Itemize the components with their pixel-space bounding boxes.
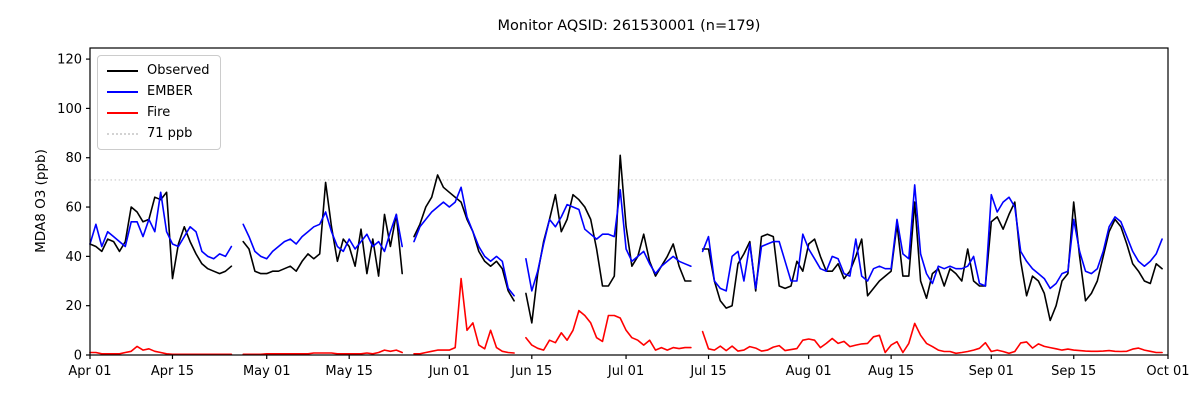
y-tick-label: 0 [74, 349, 82, 364]
legend-label-observed: Observed [147, 63, 210, 78]
x-tick-label: Apr 15 [151, 364, 194, 379]
legend-item-threshold: 71 ppb [107, 126, 210, 142]
x-tick-label: May 15 [325, 364, 373, 379]
x-tick-label: May 01 [243, 364, 291, 379]
y-tick-label: 20 [65, 299, 82, 314]
legend: Observed EMBER Fire 71 ppb [97, 55, 221, 150]
x-tick-label: Sep 15 [1051, 364, 1096, 379]
x-tick-label: Jul 01 [607, 364, 644, 379]
y-tick-label: 120 [57, 53, 82, 68]
legend-label-threshold: 71 ppb [147, 126, 193, 141]
y-tick-label: 80 [65, 151, 82, 166]
x-tick-label: Apr 01 [68, 364, 111, 379]
x-tick-label: Jun 15 [510, 364, 552, 379]
y-tick-label: 60 [65, 201, 82, 216]
x-tick-label: Oct 01 [1146, 364, 1189, 379]
x-tick-label: Jun 01 [428, 364, 470, 379]
plot-border [89, 47, 1169, 356]
y-tick-label: 40 [65, 250, 82, 265]
x-tick-label: Aug 15 [868, 364, 914, 379]
x-tick-label: Sep 01 [969, 364, 1014, 379]
observed-line-swatch [107, 70, 138, 72]
legend-item-observed: Observed [107, 63, 210, 79]
series-ember-line [89, 184, 1163, 297]
threshold-line-swatch [107, 133, 138, 135]
x-tick-label: Aug 01 [786, 364, 832, 379]
legend-item-fire: Fire [107, 105, 210, 121]
legend-label-ember: EMBER [147, 84, 193, 99]
ember-line-swatch [107, 91, 138, 93]
y-axis-label: MDA8 O3 (ppb) [33, 149, 49, 253]
legend-label-fire: Fire [147, 105, 171, 120]
fire-line-swatch [107, 112, 138, 114]
series-fire-line [89, 277, 1163, 356]
chart-title: Monitor AQSID: 261530001 (n=179) [497, 18, 761, 34]
legend-item-ember: EMBER [107, 84, 210, 100]
x-tick-label: Jul 15 [689, 364, 726, 379]
y-tick-label: 100 [57, 102, 82, 117]
